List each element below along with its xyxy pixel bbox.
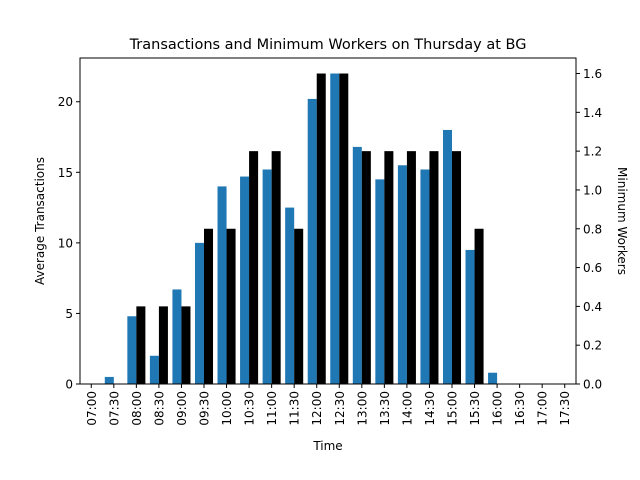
y-right-tick-label: 1.4 [583,106,602,120]
transactions-bar-0900 [172,289,182,384]
x-tick-label: 17:00 [536,391,550,426]
transactions-bar-1200 [307,98,317,385]
x-tick-label: 09:30 [198,391,212,426]
workers-bar-0830 [158,306,168,384]
workers-bar-1400 [406,151,416,384]
workers-bar-1130 [294,228,304,384]
y-left-tick-label: 10 [58,236,73,250]
x-tick-label: 14:30 [423,391,437,426]
transactions-bar-1000 [217,186,227,384]
workers-bar-0800 [136,306,146,384]
transactions-bar-0730 [104,376,114,384]
y-axis-label-left: Average Transactions [33,157,47,285]
y-right-tick-label: 0.8 [583,222,602,236]
transactions-bar-1430 [420,169,430,384]
y-right-tick-label: 0.2 [583,339,602,353]
transactions-bar-1100 [262,169,272,384]
x-tick-label: 11:30 [288,391,302,426]
x-tick-label: 07:00 [85,391,99,426]
transactions-bar-1600 [488,372,498,384]
transactions-bar-0800 [127,316,137,384]
workers-bar-1530 [474,228,484,384]
transactions-bar-0830 [149,355,159,384]
x-tick-label: 13:30 [378,391,392,426]
transactions-bar-1330 [375,179,385,384]
y-left-tick-label: 15 [58,166,73,180]
plot-frame [79,57,577,385]
workers-bar-0930 [204,228,214,384]
y-right-tick-label: 1.2 [583,145,602,159]
x-tick-label: 14:00 [400,391,414,426]
workers-bar-1030 [249,151,259,384]
x-tick-label: 08:00 [130,391,144,426]
workers-bar-1500 [452,151,462,384]
x-axis-label: Time [312,439,342,453]
y-left-tick-label: 5 [65,307,73,321]
transactions-bar-1300 [352,146,362,384]
transactions-bar-1030 [240,176,250,384]
x-tick-label: 17:30 [558,391,572,426]
x-tick-label: 16:00 [491,391,505,426]
workers-bar-1000 [226,228,236,384]
y-right-tick-label: 1.6 [583,67,602,81]
y-right-tick-label: 0.0 [583,378,602,392]
x-tick-label: 15:00 [446,391,460,426]
x-tick-label: 07:30 [107,391,121,426]
x-tick-label: 12:30 [333,391,347,426]
x-tick-label: 13:00 [355,391,369,426]
workers-bar-1430 [429,151,439,384]
y-right-tick-label: 1.0 [583,183,602,197]
workers-bar-1330 [384,151,394,384]
y-right-tick-label: 0.6 [583,261,602,275]
workers-bar-1300 [361,151,371,384]
bars-group [104,73,498,385]
x-tick-label: 15:30 [468,391,482,426]
axes-group: 07:00 07:30 08:00 08:30 09:00 09:30 10:00 10:30… [58,57,602,426]
workers-bar-0900 [181,306,191,384]
chart-title: Transactions and Minimum Workers on Thur… [129,37,527,53]
workers-bar-1100 [271,151,281,384]
transactions-bar-0930 [194,242,204,384]
transactions-bar-1130 [285,207,295,384]
workers-bar-1200 [316,73,326,385]
x-tick-label: 10:00 [220,391,234,426]
x-tick-label: 11:00 [265,391,279,426]
y-left-tick-label: 20 [58,95,73,109]
y-right-tick-label: 0.4 [583,300,602,314]
workers-bar-1230 [339,73,349,385]
y-axis-label-right: Minimum Workers [615,167,629,275]
transactions-bar-1530 [465,249,475,384]
x-tick-label: 10:30 [243,391,257,426]
y-left-tick-label: 0 [65,378,73,392]
x-tick-label: 12:00 [310,391,324,426]
x-tick-label: 08:30 [152,391,166,426]
transactions-bar-1400 [397,165,407,384]
x-tick-label: 09:00 [175,391,189,426]
transactions-bar-1500 [442,129,452,384]
x-tick-label: 16:30 [513,391,527,426]
transactions-bar-1230 [330,73,340,385]
